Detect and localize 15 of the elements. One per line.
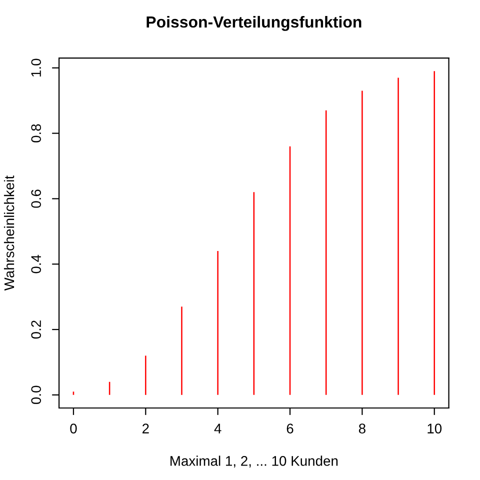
chart-title: Poisson-Verteilungsfunktion bbox=[146, 16, 362, 31]
x-tick-label: 8 bbox=[358, 424, 366, 434]
x-tick-label: 4 bbox=[214, 424, 222, 434]
y-axis-title: Wahrscheinlichkeit bbox=[4, 176, 14, 291]
y-tick-label: 0.6 bbox=[31, 190, 42, 208]
x-tick-label: 2 bbox=[142, 424, 149, 434]
y-tick-label: 0.4 bbox=[31, 254, 42, 274]
x-tick-label: 0 bbox=[70, 424, 77, 434]
y-tick-label: 0.8 bbox=[31, 124, 42, 142]
y-tick-label: 0.2 bbox=[31, 320, 42, 339]
y-tick-label: 1.0 bbox=[31, 58, 42, 76]
x-axis-title: Maximal 1, 2, ... 10 Kunden bbox=[170, 456, 338, 468]
y-tick-label: 0.0 bbox=[31, 386, 42, 404]
x-tick-label: 10 bbox=[428, 424, 442, 434]
x-tick-label: 6 bbox=[286, 424, 294, 434]
